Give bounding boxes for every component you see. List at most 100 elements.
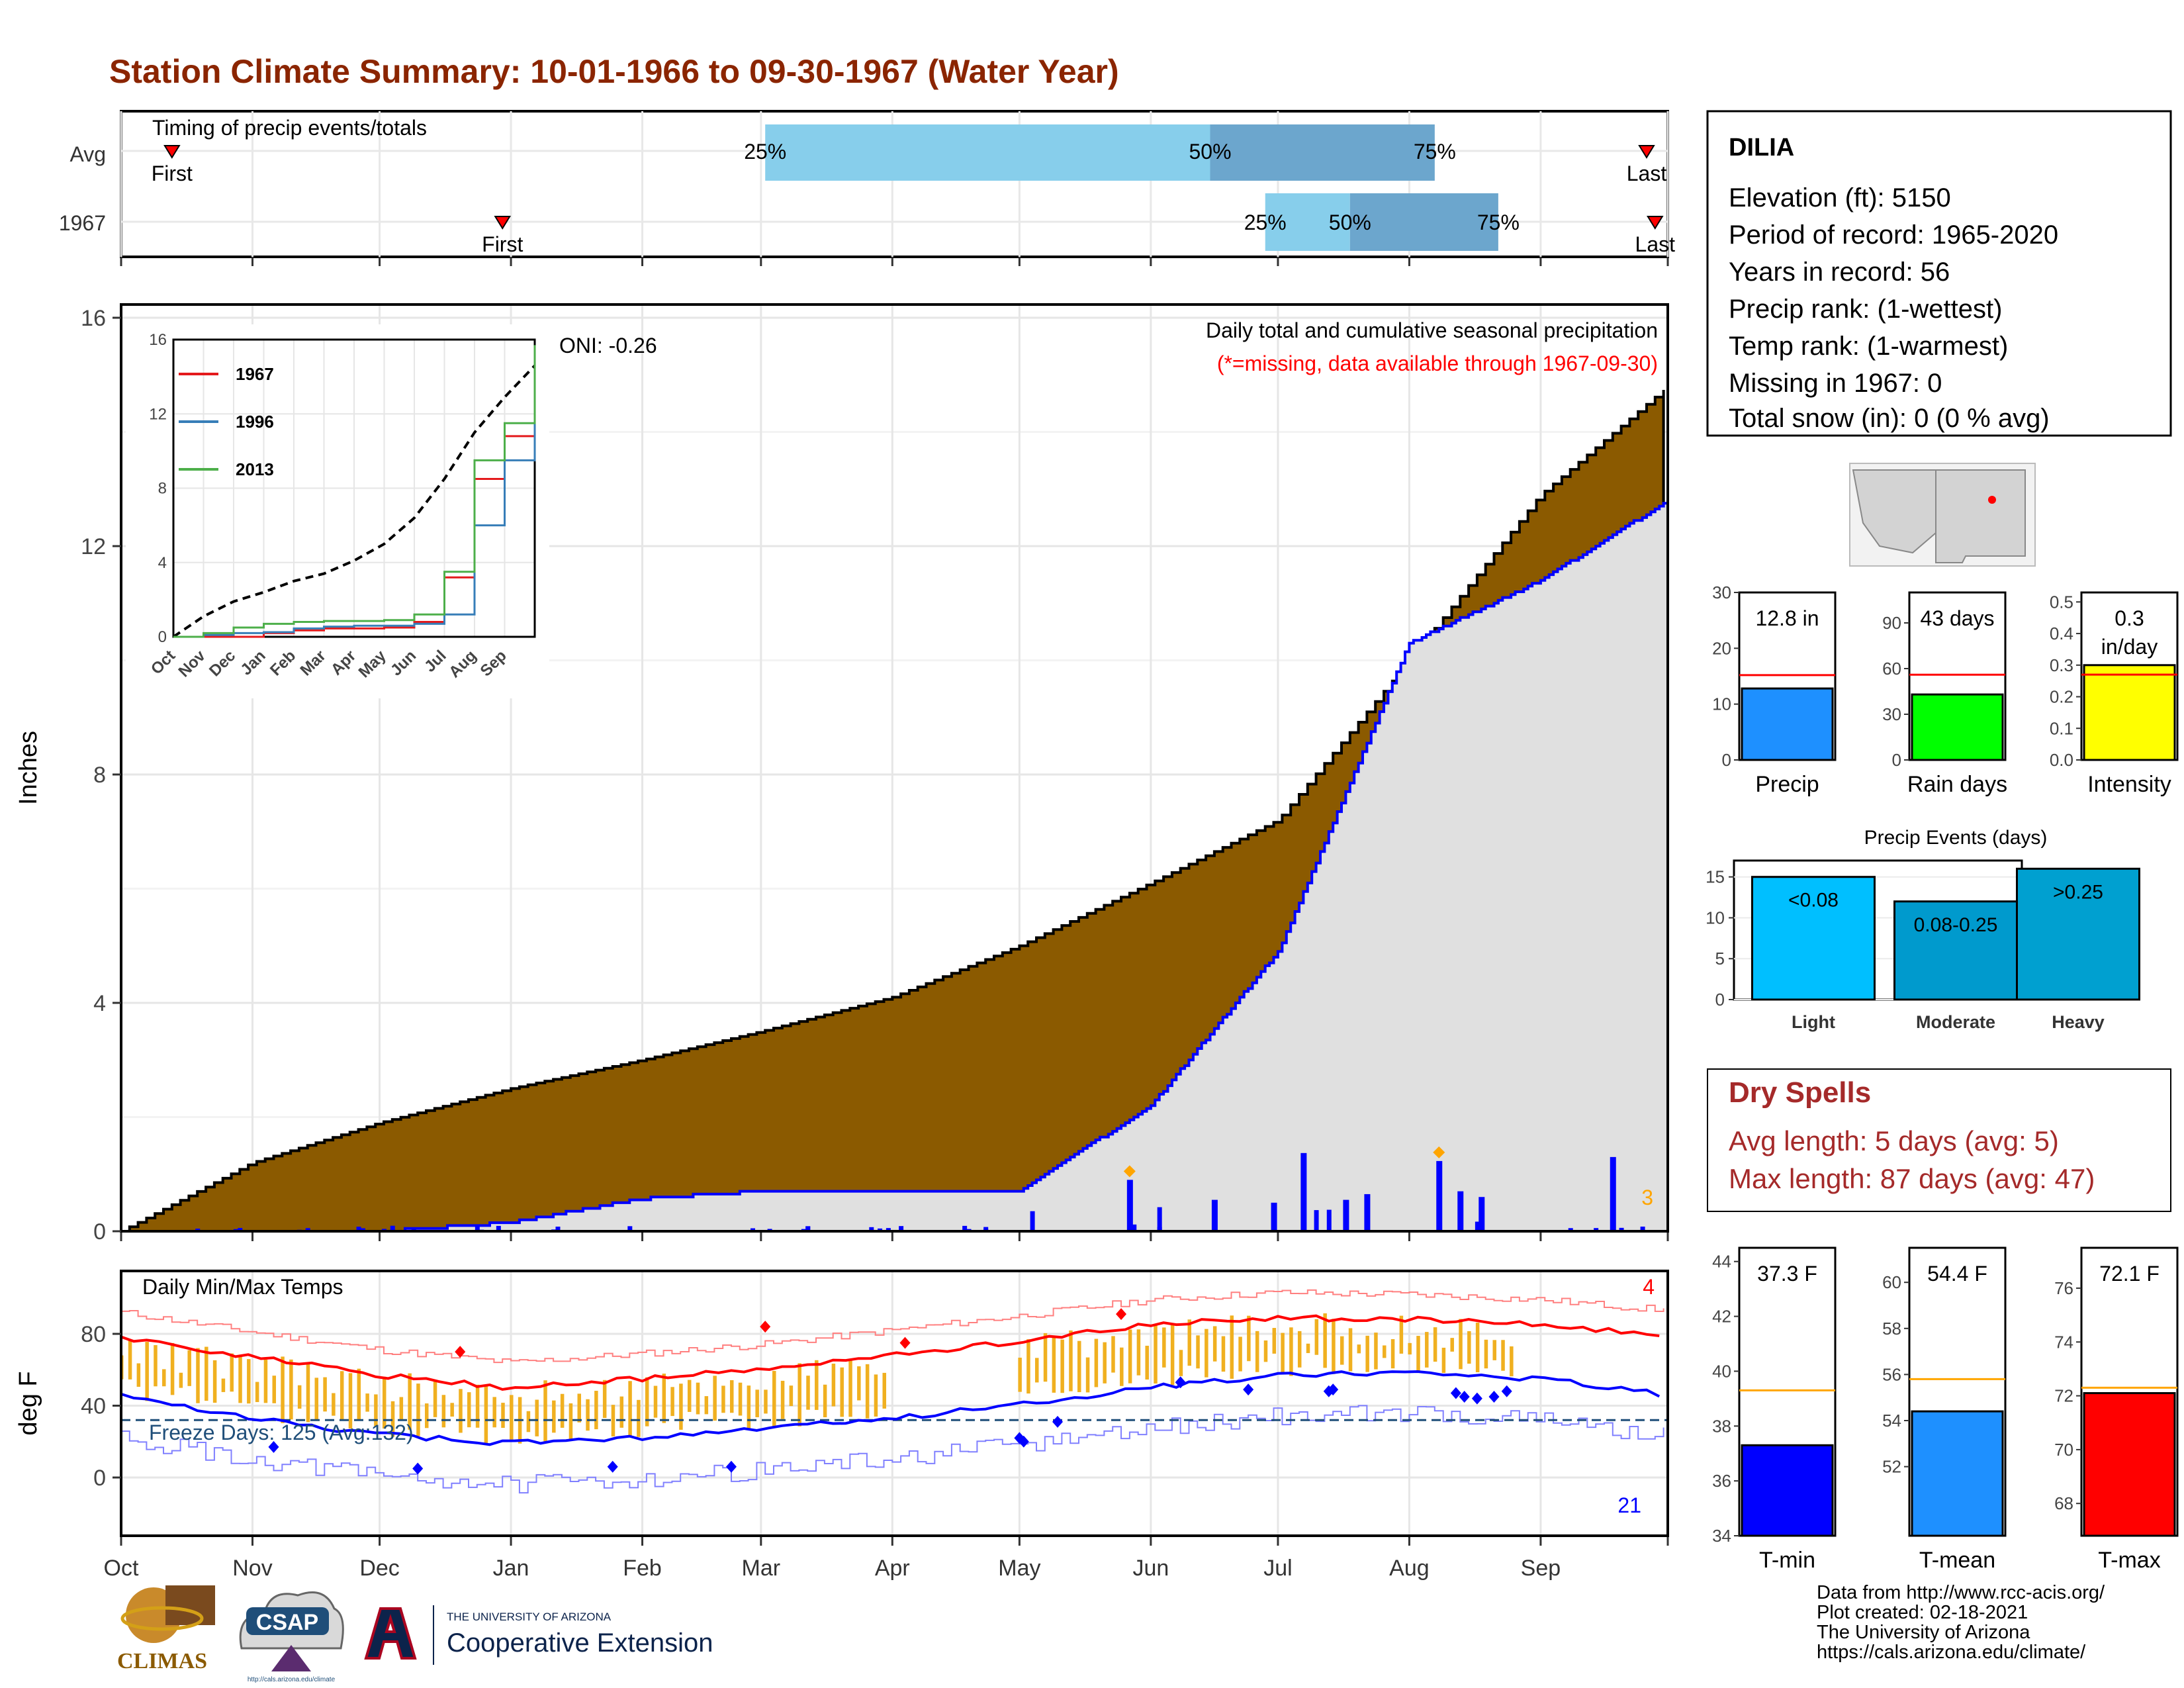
daily-temp-range-bar (602, 1380, 607, 1419)
timing-marks: 25% 50% 75% First Last 25% 50% 75% First Last (152, 124, 1675, 256)
daily-temp-range-bar (1247, 1315, 1251, 1362)
temp-bar-ytick-label: 44 (1712, 1252, 1731, 1272)
event-category-label: Moderate (1916, 1012, 1995, 1032)
ua-logo-small-text: THE UNIVERSITY OF ARIZONA (447, 1611, 612, 1623)
daily-temp-range-bar (1467, 1331, 1471, 1364)
daily-precip-bar (751, 1228, 756, 1231)
daily-temp-range-bar (484, 1386, 488, 1443)
temp-panel: deg F 0 40 80 Daily Min/Max Temps Freeze D… (15, 1270, 1669, 1581)
daily-temp-range-bar (1441, 1347, 1446, 1374)
daily-precip-bar (805, 1226, 811, 1231)
record-min-line (121, 1405, 1664, 1494)
summary-ytick-label: 0.2 (2050, 687, 2073, 707)
summary-bar-Rain days (1911, 693, 2004, 761)
event-category-label: Heavy (2052, 1012, 2105, 1032)
csap-logo: CSAP http://cals.arizona.edu/climate (239, 1591, 344, 1683)
event-bar-label: 0.08-0.25 (1914, 914, 1998, 936)
event-bar-label: <0.08 (1788, 890, 1839, 912)
temp-bar-ytick-label: 68 (2054, 1493, 2073, 1513)
timing-panel: Timing of precip events/totals Avg 1967 … (59, 110, 1675, 266)
climas-logo-block (165, 1585, 215, 1625)
daily-temp-range-bar (1374, 1333, 1378, 1370)
temp-count-min: 21 (1617, 1493, 1641, 1517)
credit-line-university: The University of Arizona (1817, 1622, 2030, 1643)
daily-temp-range-bar (1111, 1336, 1115, 1373)
daily-temp-range-bar (1212, 1326, 1217, 1362)
event-bar-Light (1751, 876, 1876, 1001)
summary-ytick-label: 20 (1712, 638, 1731, 658)
csap-logo-mountain (271, 1645, 311, 1671)
climas-logo-ring (120, 1606, 204, 1631)
daily-temp-range-bar (874, 1374, 878, 1417)
daily-precip-bar (1640, 1226, 1645, 1231)
temp-bar-T-max (2083, 1392, 2176, 1537)
climas-logo: CLIMAS (117, 1585, 215, 1673)
dry-spells-box: Dry Spells Avg length: 5 days (avg: 5) M… (1707, 1068, 2171, 1212)
daily-temp-range-bar (1501, 1340, 1505, 1371)
daily-temp-range-bar (637, 1399, 641, 1437)
daily-temp-range-bar (789, 1385, 794, 1407)
record-low-marker (412, 1462, 424, 1475)
daily-precip-bar (886, 1228, 891, 1231)
timing-year-q50-label: 50% (1329, 211, 1371, 234)
month-label: Jan (493, 1556, 529, 1581)
timing-year-first-marker (494, 216, 512, 230)
map-new-mexico (1935, 469, 2026, 563)
temp-title: Daily Min/Max Temps (142, 1275, 343, 1299)
record-high-marker (899, 1336, 911, 1349)
inset-ytick-label: 8 (158, 480, 167, 498)
daily-temp-range-bar (1221, 1336, 1226, 1372)
daily-temp-range-bar (780, 1380, 785, 1419)
daily-temp-range-bar (510, 1395, 514, 1440)
daily-precip-bar (899, 1226, 904, 1231)
daily-temp-range-bar (1077, 1340, 1081, 1393)
daily-temp-range-bar (1484, 1339, 1488, 1369)
daily-temp-range-bar (611, 1405, 615, 1437)
daily-temp-range-bar (399, 1397, 404, 1421)
daily-temp-range-bar (196, 1348, 200, 1403)
precip-ytick-label: 12 (81, 534, 106, 559)
daily-precip-bar (1457, 1191, 1464, 1231)
timing-avg-first-label: First (152, 162, 193, 185)
temp-bar-ytick-label: 70 (2054, 1440, 2073, 1460)
daily-precip-bar (1126, 1180, 1133, 1231)
temp-bar-ytick-label: 60 (1882, 1272, 1901, 1292)
daily-precip-bar (1343, 1199, 1349, 1231)
locator-map (1849, 463, 2036, 567)
daily-temp-range-bar (1314, 1319, 1319, 1355)
month-label: Aug (1389, 1556, 1430, 1581)
record-low-marker (1018, 1435, 1029, 1448)
daily-temp-range-bar (230, 1353, 234, 1392)
dry-spells-avg: Avg length: 5 days (avg: 5) (1729, 1125, 2059, 1156)
daily-precip-bar (1211, 1199, 1218, 1231)
daily-temp-range-bar (433, 1381, 437, 1417)
daily-temp-range-bar (797, 1363, 801, 1427)
daily-temp-range-bar (848, 1360, 852, 1417)
daily-precip-bar (1610, 1156, 1616, 1231)
timing-year-last-marker (1647, 216, 1664, 230)
temp-bar-ytick-label: 42 (1712, 1307, 1731, 1327)
daily-temp-range-bar (408, 1373, 412, 1430)
daily-temp-range-bar (1170, 1324, 1175, 1385)
daily-precip-bar (1300, 1152, 1307, 1231)
daily-temp-range-bar (145, 1342, 149, 1401)
daily-temp-range-bar (162, 1369, 166, 1387)
record-high-marker (455, 1346, 466, 1358)
record-marker (1123, 1165, 1136, 1178)
daily-temp-range-bar (687, 1380, 692, 1412)
csap-logo-url: http://cals.arizona.edu/climate (248, 1676, 336, 1683)
summary-ytick-label: 90 (1882, 613, 1901, 633)
daily-precip-bar (1475, 1221, 1480, 1231)
timing-year-q75-label: 75% (1477, 211, 1520, 234)
station-line-years: Years in record: 56 (1729, 258, 1950, 287)
timing-avg-last-marker (1638, 145, 1655, 159)
daily-temp-range-bar (1094, 1338, 1099, 1387)
record-low-marker (1501, 1385, 1512, 1397)
timing-avg-q75-label: 75% (1414, 140, 1456, 164)
daily-precip-bar (475, 1225, 480, 1231)
timing-avg-q25-q50-bar (765, 124, 1210, 181)
freeze-days-label: Freeze Days: 125 (Avg:132) (149, 1421, 414, 1444)
daily-temp-range-bar (1018, 1357, 1022, 1392)
temp-bar-ytick-label: 74 (2054, 1332, 2073, 1352)
temp-panel-border (120, 1270, 1669, 1537)
